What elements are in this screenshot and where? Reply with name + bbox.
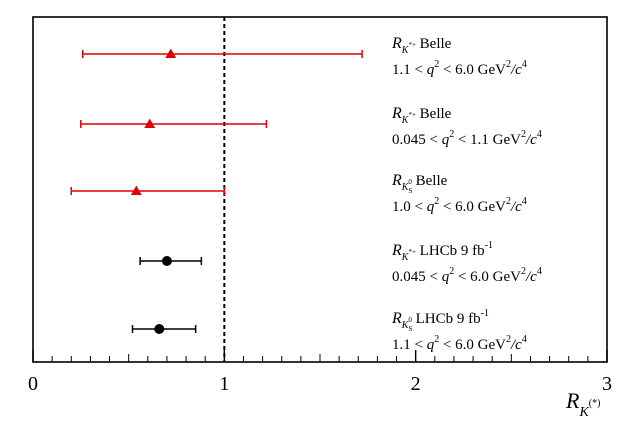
range-q: q <box>442 132 450 148</box>
series-label-subsup: 0 <box>408 178 412 186</box>
range-post: < 6.0 GeV <box>439 337 506 353</box>
triangle-marker <box>165 48 177 59</box>
range-units-sup: 2 <box>521 266 526 277</box>
series-label-symbol: R <box>391 310 402 327</box>
range-prefix: 1.1 < <box>392 62 427 78</box>
range-units-c: /c <box>510 62 522 78</box>
series-label-tail: LHCb 9 fb <box>412 311 481 327</box>
range-units-sup2: 4 <box>522 196 527 207</box>
series-label-subsub: S <box>408 187 412 195</box>
series-label: RK*+ LHCb 9 fb-1 <box>391 240 493 263</box>
range-units-sup: 2 <box>506 334 511 345</box>
range-units-sup: 2 <box>521 129 526 140</box>
data-point-group <box>139 256 203 266</box>
range-post: < 1.1 GeV <box>454 132 521 148</box>
data-point-group <box>70 185 226 196</box>
series-label: RKS0 LHCb 9 fb-1 <box>391 308 489 333</box>
series-label-sub: K <box>401 252 410 263</box>
series-range-label: 0.045 < q2 < 1.1 GeV2/c4 <box>392 129 542 148</box>
range-units-sup2: 4 <box>537 266 542 277</box>
range-prefix: 0.045 < <box>392 269 442 285</box>
range-prefix: 0.045 < <box>392 132 442 148</box>
series-label-subsup: *+ <box>408 248 416 256</box>
range-units-sup2: 4 <box>537 129 542 140</box>
range-q-sup: 2 <box>449 266 454 277</box>
series-label-subsup: *+ <box>408 111 416 119</box>
series-label-subsup: 0 <box>408 316 412 324</box>
range-q-sup: 2 <box>434 59 439 70</box>
series-label-sub: K <box>401 182 410 193</box>
series-label-tail: Belle <box>416 106 452 122</box>
range-units-sup: 2 <box>506 59 511 70</box>
range-q: q <box>442 269 450 285</box>
range-units-sup2: 4 <box>522 59 527 70</box>
series-label-subsub: S <box>408 325 412 333</box>
series-range-label: 1.1 < q2 < 6.0 GeV2/c4 <box>392 334 527 353</box>
range-units-c: /c <box>525 269 537 285</box>
series-label-sub: K <box>401 115 410 126</box>
range-prefix: 1.1 < <box>392 337 427 353</box>
circle-marker <box>154 324 165 334</box>
series-label-tail: Belle <box>412 173 448 189</box>
data-point-group <box>80 118 268 129</box>
triangle-marker <box>144 118 156 129</box>
range-q-sup: 2 <box>434 334 439 345</box>
series-label-sub: K <box>401 320 410 331</box>
data-point-group <box>131 324 197 334</box>
range-units-c: /c <box>525 132 537 148</box>
x-axis-label: RK(*) <box>565 388 600 420</box>
x-tick-label: 3 <box>602 373 612 395</box>
series-label-subsup: *+ <box>408 41 416 49</box>
x-tick-label: 2 <box>411 373 421 395</box>
x-axis-label-subsup: (*) <box>589 398 601 409</box>
range-q-sup: 2 <box>434 196 439 207</box>
range-q: q <box>427 199 435 215</box>
series-label-tail-sup: -1 <box>481 308 489 319</box>
series-label-tail: LHCb 9 fb <box>416 243 485 259</box>
series-label-symbol: R <box>391 172 402 189</box>
triangle-marker <box>130 185 142 196</box>
x-tick-label: 0 <box>28 373 38 395</box>
series-label-symbol: R <box>391 35 402 52</box>
data-point-group <box>81 48 363 59</box>
range-q: q <box>427 337 435 353</box>
range-units-c: /c <box>510 337 522 353</box>
x-tick-label: 1 <box>219 373 229 395</box>
series-label-tail-sup: -1 <box>485 240 493 251</box>
series-label: RK*+ Belle <box>391 35 452 56</box>
series-label-symbol: R <box>391 242 402 259</box>
range-prefix: 1.0 < <box>392 199 427 215</box>
series-label-tail: Belle <box>416 36 452 52</box>
range-units-sup: 2 <box>506 196 511 207</box>
x-axis-label-main: R <box>565 388 580 413</box>
range-post: < 6.0 GeV <box>439 62 506 78</box>
x-axis-label-sub: K <box>578 405 589 420</box>
series-label: RK*+ Belle <box>391 105 452 126</box>
series-label: RKS0 Belle <box>391 172 448 195</box>
series-label-symbol: R <box>391 105 402 122</box>
range-q-sup: 2 <box>449 129 454 140</box>
range-post: < 6.0 GeV <box>439 199 506 215</box>
series-range-label: 1.0 < q2 < 6.0 GeV2/c4 <box>392 196 527 215</box>
series-label-sub: K <box>401 45 410 56</box>
range-post: < 6.0 GeV <box>454 269 521 285</box>
circle-marker <box>161 256 172 266</box>
range-q: q <box>427 62 435 78</box>
series-range-label: 1.1 < q2 < 6.0 GeV2/c4 <box>392 59 527 78</box>
range-units-c: /c <box>510 199 522 215</box>
range-units-sup2: 4 <box>522 334 527 345</box>
series-range-label: 0.045 < q2 < 6.0 GeV2/c4 <box>392 266 542 285</box>
